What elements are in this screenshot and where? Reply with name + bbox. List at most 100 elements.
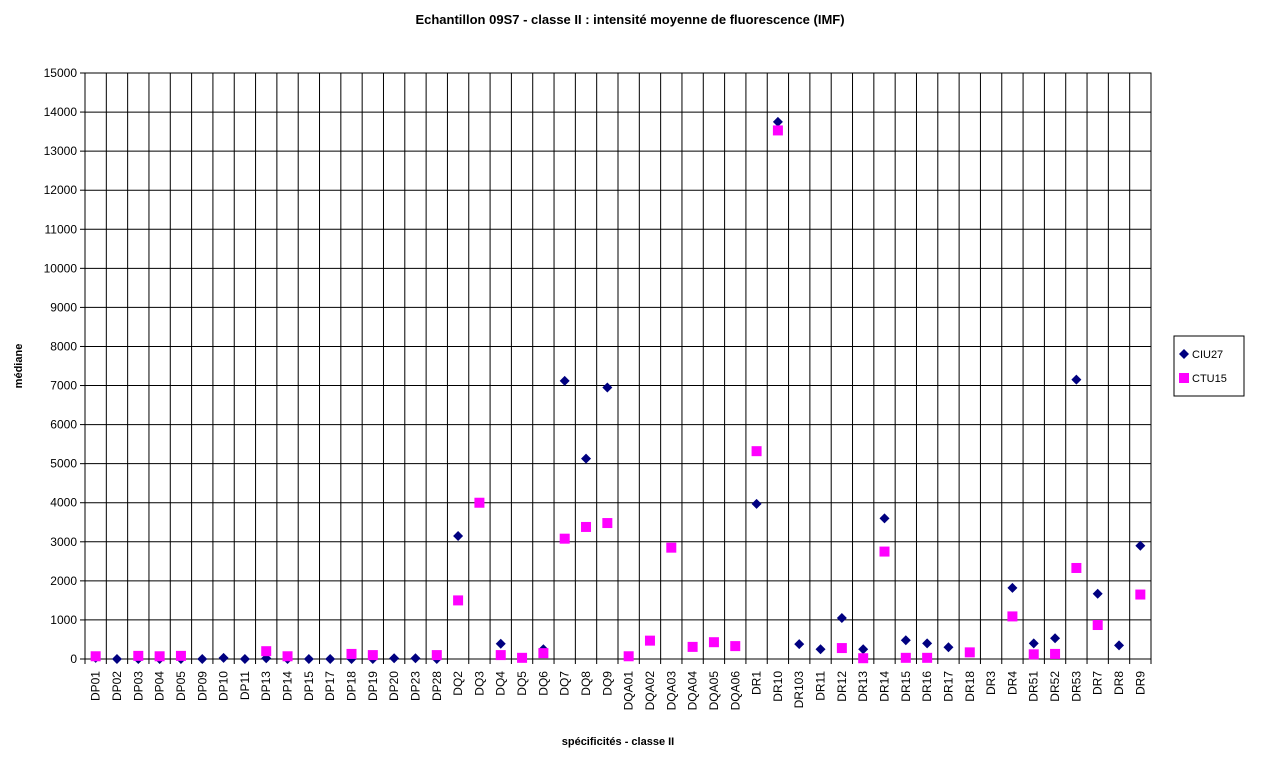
x-tick-label: DP03	[131, 671, 145, 701]
point	[389, 653, 400, 664]
x-tick-label: DQA02	[643, 671, 657, 711]
y-tick-label: 8000	[50, 339, 77, 353]
x-tick-label: DQ8	[579, 671, 593, 696]
point	[495, 638, 506, 649]
point	[282, 651, 293, 662]
x-tick-label: DR16	[920, 671, 934, 702]
point	[1092, 588, 1103, 599]
point	[687, 641, 698, 652]
point	[453, 530, 464, 541]
x-tick-label: DP09	[195, 671, 209, 701]
x-tick-label: DR7	[1091, 671, 1105, 695]
point	[559, 375, 570, 386]
x-tick-label: DP19	[366, 671, 380, 701]
x-tick-label: DP14	[281, 671, 295, 701]
y-tick-label: 3000	[50, 535, 77, 549]
point	[1114, 640, 1125, 651]
y-tick-label: 1000	[50, 613, 77, 627]
y-tick-label: 12000	[44, 183, 78, 197]
point	[751, 446, 762, 457]
x-tick-label: DP04	[153, 671, 167, 701]
x-tick-label: DR4	[1005, 671, 1019, 695]
point	[1050, 633, 1061, 644]
point	[879, 513, 890, 524]
x-tick-label: DP10	[217, 671, 231, 701]
x-tick-label: DP13	[259, 671, 273, 701]
point	[666, 542, 677, 553]
legend-marker	[1179, 373, 1189, 383]
point	[836, 612, 847, 623]
point	[154, 651, 165, 662]
x-tick-label: DP11	[238, 671, 252, 700]
x-tick-label: DP23	[408, 671, 422, 701]
chart-title: Echantillon 09S7 - classe II : intensité…	[415, 12, 844, 27]
point	[815, 644, 826, 655]
point	[858, 644, 869, 655]
point	[133, 650, 144, 661]
y-tick-label: 9000	[50, 300, 77, 314]
point	[495, 650, 506, 661]
y-tick-label: 4000	[50, 496, 77, 510]
y-tick-label: 5000	[50, 457, 77, 471]
point	[1092, 620, 1103, 631]
point	[879, 546, 890, 557]
x-axis-label: spécificités - classe II	[562, 736, 675, 748]
y-tick-label: 6000	[50, 418, 77, 432]
point	[858, 653, 869, 664]
x-tick-label: DR51	[1027, 671, 1041, 702]
y-axis-label: médiane	[13, 344, 25, 389]
x-tick-label: DQ7	[558, 671, 572, 696]
x-tick-label: DQ4	[494, 671, 508, 696]
x-tick-label: DR52	[1048, 671, 1062, 702]
point	[1071, 562, 1082, 573]
x-tick-label: DP28	[430, 671, 444, 701]
x-tick-label: DQ5	[515, 671, 529, 696]
legend-marker	[1179, 349, 1189, 359]
point	[623, 651, 634, 662]
x-tick-label: DR1	[750, 671, 764, 695]
point	[111, 654, 122, 664]
point	[197, 654, 208, 664]
point	[261, 646, 272, 657]
point	[175, 650, 186, 661]
point	[602, 518, 613, 529]
point	[922, 652, 933, 663]
legend-box	[1173, 335, 1245, 397]
point	[538, 648, 549, 659]
point	[922, 638, 933, 649]
point	[964, 647, 975, 658]
point	[751, 498, 762, 509]
point	[410, 653, 421, 664]
point	[581, 521, 592, 532]
x-tick-label: DR8	[1112, 671, 1126, 695]
y-tick-label: 0	[70, 652, 77, 666]
point	[239, 654, 250, 664]
x-tick-label: DQ9	[600, 671, 614, 696]
x-tick-label: DP18	[345, 671, 359, 701]
x-tick-label: DR15	[899, 671, 913, 702]
point	[474, 497, 485, 508]
legend-label: CIU27	[1192, 349, 1223, 361]
point	[303, 654, 314, 664]
point	[1071, 374, 1082, 385]
x-tick-label: DP15	[302, 671, 316, 701]
legend-label: CTU15	[1192, 373, 1227, 385]
point	[772, 116, 783, 127]
point	[708, 637, 719, 648]
point	[367, 650, 378, 661]
x-tick-label: DR103	[792, 671, 806, 709]
y-tick-label: 7000	[50, 379, 77, 393]
point	[772, 125, 783, 136]
y-tick-label: 11000	[45, 222, 78, 236]
point	[325, 654, 336, 664]
point	[900, 652, 911, 663]
point	[1007, 611, 1018, 622]
x-tick-label: DP02	[110, 671, 124, 701]
x-tick-label: DR53	[1069, 671, 1083, 702]
x-tick-label: DR11	[814, 671, 828, 701]
x-tick-label: DR3	[984, 671, 998, 695]
x-tick-label: DP05	[174, 671, 188, 701]
x-tick-label: DQA06	[728, 671, 742, 711]
point	[1028, 649, 1039, 660]
